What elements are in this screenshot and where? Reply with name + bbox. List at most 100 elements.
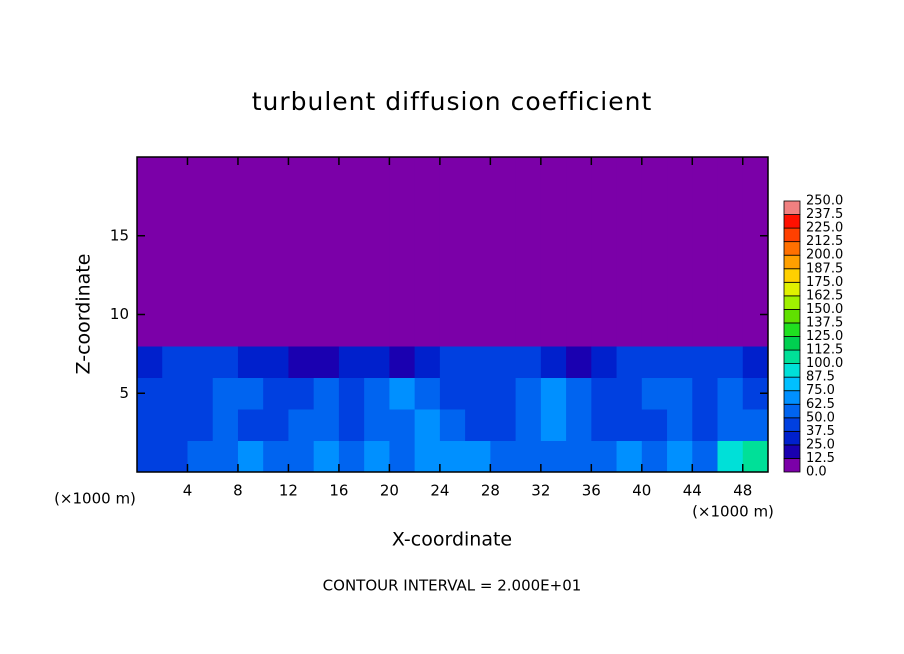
cell [288,283,315,315]
x-unit: (×1000 m) [692,503,774,521]
cell [338,377,365,410]
colorbar-label: 37.5 [806,424,835,439]
cell [313,440,340,472]
cell [490,409,517,441]
cell [490,220,517,252]
colorbar-swatch [783,227,801,243]
cell [212,346,239,378]
cell [616,314,643,347]
cell [212,283,239,315]
cell [414,283,441,315]
colorbar-label: 212.5 [806,234,843,249]
cell [515,377,542,410]
cell [389,377,416,410]
cell [288,220,315,252]
cell [137,409,163,441]
cell [742,346,768,378]
cell [490,157,517,189]
cell [515,220,542,252]
cell [414,220,441,252]
cell [566,251,592,284]
colorbar-label: 87.5 [806,370,835,385]
cell [338,314,365,347]
cell [187,220,214,252]
cell [591,283,618,315]
cell [162,440,188,472]
x-tick-label: 24 [430,482,449,500]
cell [237,409,264,441]
colorbar-swatch [783,430,801,446]
colorbar-label: 50.0 [806,410,835,425]
cell [490,283,517,315]
cell [389,346,416,378]
cell [515,157,542,189]
cell [515,188,542,221]
cell [742,251,768,284]
cell [288,346,315,378]
cell [439,409,466,441]
cell [237,283,264,315]
cell [364,409,390,441]
cell [137,314,163,347]
cell [338,346,365,378]
cell [566,346,592,378]
cell [566,440,592,472]
cell [263,409,289,441]
cell [364,251,390,284]
cell [616,251,643,284]
cell [540,251,567,284]
colorbar-label: 137.5 [806,315,843,330]
cell [414,346,441,378]
cell [591,409,618,441]
cell [742,157,768,189]
colorbar-label: 175.0 [806,275,843,290]
cell [187,314,214,347]
cell [212,440,239,472]
cell [263,251,289,284]
cell [591,220,618,252]
cell [162,314,188,347]
cell [187,346,214,378]
cell [439,283,466,315]
cell [566,188,592,221]
colorbar-label: 25.0 [806,437,835,452]
cell [667,440,693,472]
cell [616,440,643,472]
colorbar-swatch [783,322,801,337]
colorbar-swatch [783,214,801,229]
cell [162,251,188,284]
cell [465,440,491,472]
cell [515,283,542,315]
cell [288,251,315,284]
y-tick-label: 10 [110,305,129,323]
cell [540,346,567,378]
cell [465,409,491,441]
cell [212,377,239,410]
cell [717,251,744,284]
cell [515,251,542,284]
field [137,157,768,472]
cell [641,251,668,284]
cell [263,220,289,252]
cell [692,188,719,221]
cell [515,440,542,472]
cell [540,314,567,347]
cell [566,409,592,441]
colorbar-label: 0.0 [806,465,827,480]
cell [540,440,567,472]
cell [667,314,693,347]
cell [566,220,592,252]
cell [338,251,365,284]
colorbar-swatch [783,458,801,473]
cell [389,157,416,189]
cell [667,409,693,441]
cell [439,220,466,252]
cell [717,314,744,347]
cell [490,346,517,378]
x-tick-label: 48 [733,482,752,500]
colorbar-swatch [783,200,801,215]
cell [288,314,315,347]
colorbar-swatch [783,308,801,324]
cell [338,283,365,315]
